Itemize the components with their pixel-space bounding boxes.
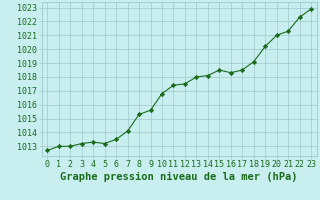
- X-axis label: Graphe pression niveau de la mer (hPa): Graphe pression niveau de la mer (hPa): [60, 172, 298, 182]
